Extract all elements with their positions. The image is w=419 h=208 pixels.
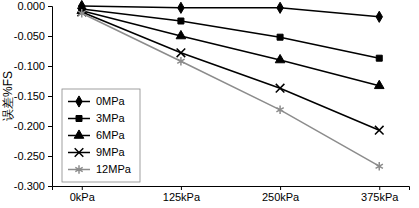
legend-marker [74,130,84,138]
series-marker [177,57,184,65]
x-tick: 125kPa [163,186,201,203]
y-tick-mark [48,126,52,127]
x-axis: 0kPa 125kPa 250kPa 375kPa [53,186,410,203]
x-tick-mark [181,186,182,190]
legend-label: 6MPa [96,129,126,141]
legend-label: 12MPa [96,163,132,175]
x-axis-line [53,187,410,191]
series-marker [376,162,383,170]
y-tick-label: 0.000 [17,0,45,12]
legend-marker [75,165,82,173]
x-tick-label: 125kPa [163,191,201,203]
legend-box [62,89,140,182]
y-axis: 0.000 -0.050 -0.100 -0.150 -0.200 -0.250 -0.30… [14,0,53,192]
series [79,0,383,22]
x-tick-label: 0kPa [70,191,96,203]
y-tick-mark [48,186,52,187]
legend-marker [75,148,84,157]
chart: 0.000 -0.050 -0.100 -0.150 -0.200 -0.250 -0.30… [0,0,419,208]
y-tick-label: -0.200 [14,120,45,132]
series-line [82,6,380,17]
x-tick-mark [379,186,380,190]
series-marker [276,84,285,93]
x-tick: 0kPa [70,186,96,203]
y-tick: -0.300 [14,180,52,192]
legend-item: 0MPa [68,95,126,107]
x-tick-mark [82,186,83,190]
legend: 0MPa 3MPa 6MPa 9MPa 12MPa [62,89,140,182]
y-tick: -0.050 [14,30,52,42]
y-tick-label: -0.300 [14,180,45,192]
y-axis-line [48,7,53,187]
series-marker [178,2,184,13]
x-tick: 250kPa [262,186,300,203]
y-tick-mark [48,36,52,37]
y-tick: -0.100 [14,60,52,72]
legend-item: 9MPa [68,146,126,158]
y-tick: 0.000 [17,0,52,12]
y-tick: -0.250 [14,150,52,162]
x-tick-label: 375kPa [361,191,399,203]
series-marker [275,54,285,62]
y-tick: -0.150 [14,90,52,102]
series-marker [78,9,85,17]
series-marker [374,80,384,88]
legend-item: 6MPa [68,129,126,141]
legend-label: 3MPa [96,112,126,124]
y-tick-label: -0.050 [14,30,45,42]
series [77,8,383,135]
series-marker [178,18,184,24]
y-tick-mark [48,96,52,97]
series-marker [177,48,186,57]
series-marker [376,11,382,22]
legend-item: 12MPa [68,163,132,175]
x-tick: 375kPa [361,186,399,203]
x-tick-label: 250kPa [262,191,300,203]
y-tick-label: -0.250 [14,150,45,162]
series-line [82,9,380,58]
y-tick-label: -0.150 [14,90,45,102]
legend-item: 3MPa [68,112,126,124]
plot: 0.000 -0.050 -0.100 -0.150 -0.200 -0.250 -0.30… [14,0,410,203]
legend-marker [76,96,82,107]
x-tick-mark [280,186,281,190]
series-marker [376,55,382,61]
y-axis-title: 误差%FS [1,71,15,121]
y-tick-mark [48,6,52,7]
series-marker [277,2,283,13]
legend-label: 0MPa [96,95,126,107]
series-marker [277,34,283,40]
series [77,5,384,88]
series-line [82,11,380,86]
series-marker [176,30,186,38]
series-marker [276,106,283,114]
series-marker [375,126,384,135]
y-tick-mark [48,156,52,157]
y-tick-label: -0.100 [14,60,45,72]
y-tick-mark [48,66,52,67]
legend-label: 9MPa [96,146,126,158]
y-tick: -0.200 [14,120,52,132]
legend-marker [76,116,82,122]
